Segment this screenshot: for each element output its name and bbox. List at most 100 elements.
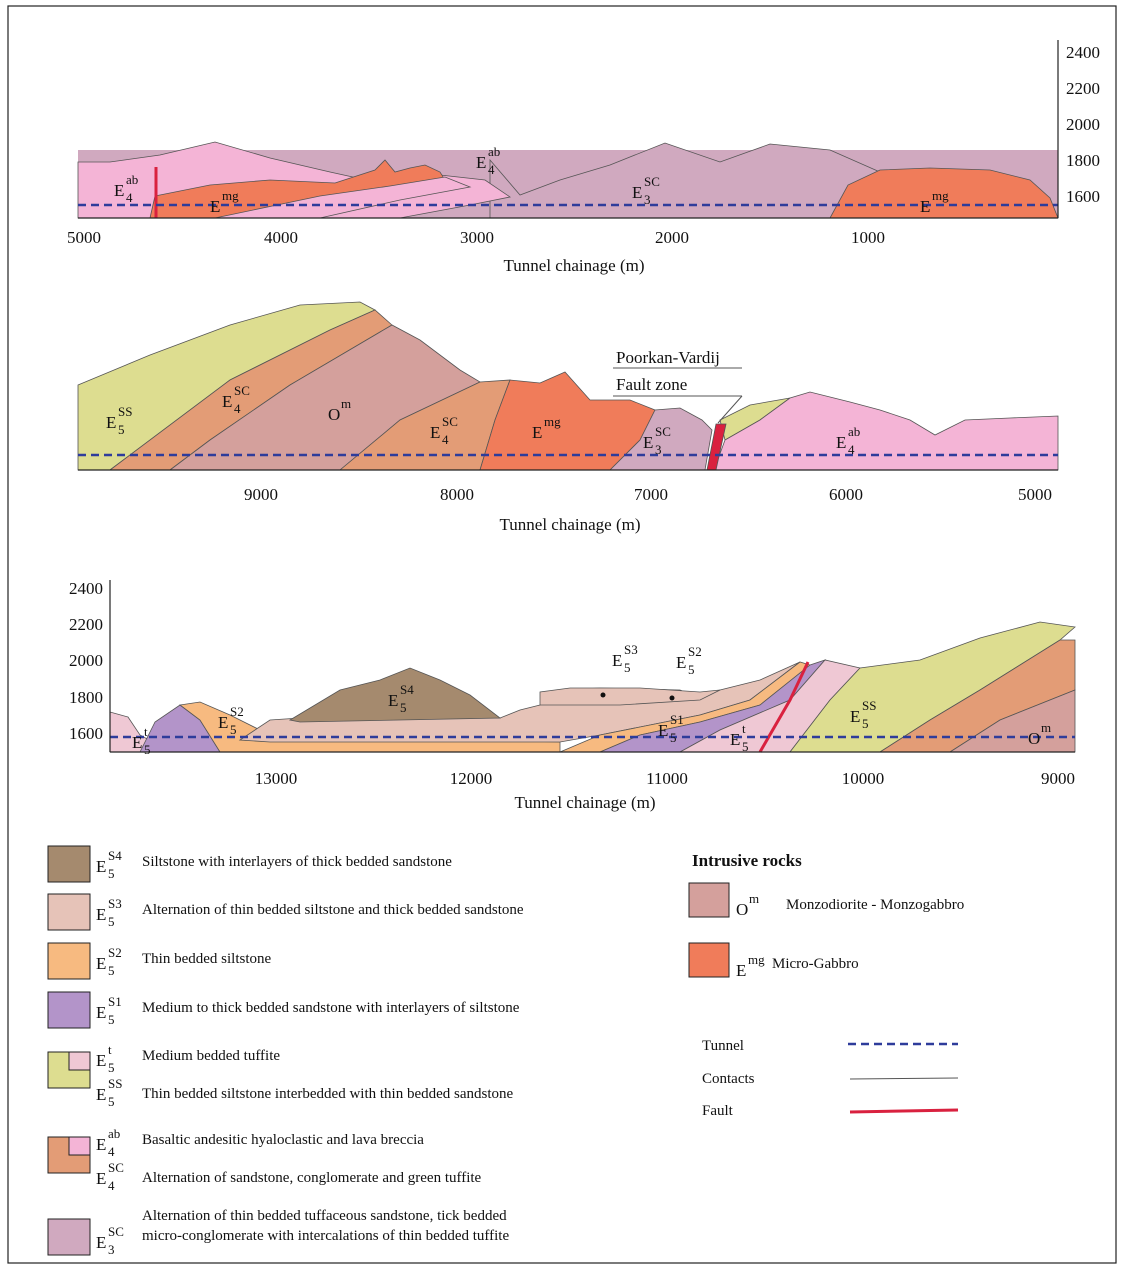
legend-symbol-sup: S4	[108, 848, 122, 863]
y-ticks-1: 2400 2200 2000 1800 1600	[1066, 43, 1100, 206]
fault-zone-caption: Fault zone	[616, 375, 687, 394]
fault-callout-line	[717, 395, 743, 424]
y-tick-label: 1800	[69, 688, 103, 707]
unit-label: E 4 ab	[114, 172, 138, 205]
legend-text: Siltstone with interlayers of thick bedd…	[142, 854, 452, 870]
legend-swatch-e5-s3	[47, 893, 91, 931]
unit-label-sup: SS	[118, 404, 132, 419]
legend-line-fault-label: Fault	[702, 1103, 734, 1119]
x-tick-label: 13000	[255, 769, 298, 788]
legend-symbol-base: E	[96, 954, 106, 973]
legend-text: Micro-Gabbro	[772, 956, 859, 972]
legend-text: Medium bedded tuffite	[142, 1048, 280, 1064]
legend-swatch-e3-sc	[47, 1218, 91, 1256]
x-ticks-3: 13000 12000 11000 10000 9000	[255, 769, 1075, 788]
unit-label-sup: mg	[544, 414, 561, 429]
y-tick-label: 2200	[1066, 79, 1100, 98]
sample-point-s3	[600, 692, 606, 698]
x-tick-label: 9000	[244, 485, 278, 504]
legend-text: Basaltic andesitic hyaloclastic and lava…	[142, 1132, 424, 1148]
unit-label-sub: 5	[230, 722, 237, 737]
unit-label-sup: S3	[624, 642, 638, 657]
e4-ab-band	[214, 176, 472, 219]
unit-label-base: E	[643, 433, 653, 452]
y-tick-label: 2400	[1066, 43, 1100, 62]
y-ticks-3: 2400 2200 2000 1800 1600	[69, 579, 103, 743]
legend-text: Alternation of thin bedded tuffaceous sa…	[142, 1208, 507, 1224]
legend-symbol-sub: 4	[108, 1144, 115, 1159]
legend-symbol-sup: S3	[108, 896, 122, 911]
e3-sc-unit	[609, 407, 713, 471]
legend-line-tunnel-label: Tunnel	[702, 1038, 744, 1054]
legend-swatch-e5-s4	[47, 845, 91, 883]
legend-symbol-base: E	[736, 961, 746, 980]
unit-label-base: E	[476, 153, 486, 172]
unit-label-base: E	[676, 653, 686, 672]
unit-label-sup: mg	[932, 188, 949, 203]
legend-symbol-base: E	[96, 905, 106, 924]
unit-label: E 5 SS	[106, 404, 132, 437]
unit-label-sub: 5	[670, 730, 677, 745]
x-ticks-1: 5000 4000 3000 2000 1000	[67, 228, 885, 247]
legend-line-fault	[849, 1108, 959, 1114]
legend-symbol-sup: ab	[108, 1126, 120, 1141]
legend-symbol-sub: 5	[108, 963, 115, 978]
unit-label-sub: 4	[126, 190, 133, 205]
unit-label-base: E	[850, 707, 860, 726]
legend-symbol-base: E	[96, 1135, 106, 1154]
legend-item: E 5 S2 Thin bedded siltstone	[96, 945, 271, 978]
legend-symbol-sup: m	[749, 891, 759, 906]
x-tick-label: 11000	[646, 769, 688, 788]
unit-label: E 4 SC	[222, 383, 250, 416]
unit-label-sub: 5	[144, 742, 151, 757]
unit-label-base: E	[730, 730, 740, 749]
unit-label-sub: 5	[742, 739, 749, 754]
legend: E 5 S4 Siltstone with interlayers of thi…	[47, 845, 964, 1257]
legend-item: E 5 S1 Medium to thick bedded sandstone …	[96, 994, 520, 1027]
unit-label-sup: SC	[442, 414, 458, 429]
legend-symbol-base: E	[96, 857, 106, 876]
unit-label-base: E	[106, 413, 116, 432]
y-tick-label: 2400	[69, 579, 103, 598]
unit-label-sup: ab	[126, 172, 138, 187]
legend-line-contacts	[849, 1077, 959, 1080]
sample-point-s2	[669, 695, 675, 701]
unit-label-base: E	[210, 197, 220, 216]
unit-label-sub: 5	[118, 422, 125, 437]
unit-label-base: E	[632, 183, 642, 202]
e4-ab-unit	[713, 391, 1059, 471]
y-tick-label: 1600	[69, 724, 103, 743]
legend-text: Medium to thick bedded sandstone with in…	[142, 1000, 520, 1016]
unit-label-sup: SC	[655, 424, 671, 439]
unit-label: E 5 SS	[850, 698, 876, 731]
unit-label: E mg	[210, 188, 239, 216]
fault-zone-name: Poorkan-Vardij	[616, 348, 720, 367]
unit-label-base: E	[532, 423, 542, 442]
legend-symbol-sub: 5	[108, 1060, 115, 1075]
x-tick-label: 5000	[1018, 485, 1052, 504]
unit-label-base: E	[836, 433, 846, 452]
unit-label-base: E	[388, 691, 398, 710]
unit-label-base: O	[328, 405, 340, 424]
figure-frame	[7, 5, 1117, 1264]
unit-label-base: E	[222, 392, 232, 411]
legend-symbol-sup: SC	[108, 1224, 124, 1239]
y-tick-label: 2000	[69, 651, 103, 670]
unit-label-sub: 4	[488, 162, 495, 177]
unit-label-sub: 3	[644, 192, 651, 207]
unit-label-base: O	[1028, 729, 1040, 748]
unit-label-base: E	[612, 651, 622, 670]
x-tick-label: 3000	[460, 228, 494, 247]
legend-swatch-emg	[688, 942, 730, 978]
section-3: 13000 12000 11000 10000 9000 2400 2200 2…	[69, 579, 1076, 812]
unit-label-sup: m	[1041, 720, 1051, 735]
y-tick-label: 2000	[1066, 115, 1100, 134]
unit-label: E 5 t	[132, 724, 151, 757]
unit-label-sup: S1	[670, 712, 684, 727]
unit-label: E 4 SC	[430, 414, 458, 447]
x-tick-label: 10000	[842, 769, 885, 788]
unit-label: E 4 ab	[476, 144, 500, 177]
unit-label-sup: S2	[230, 704, 244, 719]
legend-symbol-sub: 3	[108, 1242, 115, 1257]
